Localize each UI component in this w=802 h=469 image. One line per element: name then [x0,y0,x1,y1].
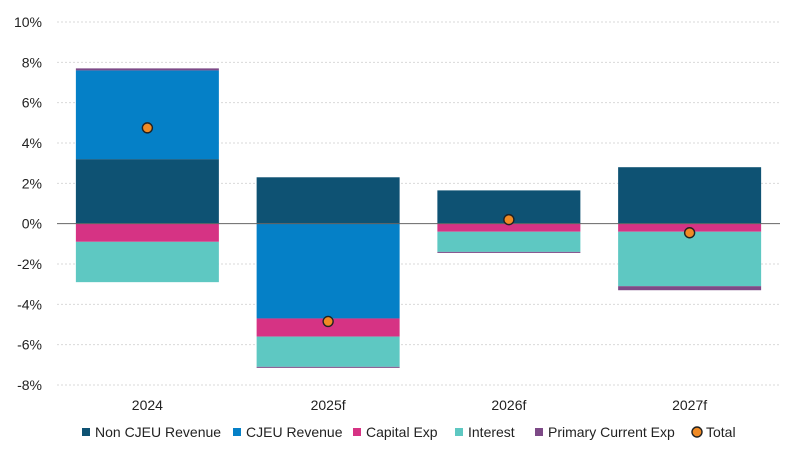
y-tick-label: 6% [22,95,42,111]
bar-segment [256,336,400,367]
total-marker [141,122,154,134]
legend: Non CJEU Revenue CJEU Revenue Capital Exp I… [82,424,736,440]
legend-label: CJEU Revenue [246,424,343,440]
legend-swatch [535,428,543,436]
bar-segment [256,318,400,337]
y-tick-label: 8% [22,54,42,70]
x-tick-label: 2026f [491,397,526,413]
legend-label: Primary Current Exp [548,424,675,440]
bar-segment [256,177,400,224]
legend-label: Interest [468,424,515,440]
x-axis-labels: 2024 2025f 2026f 2027f [132,397,707,413]
x-tick-label: 2024 [132,397,163,413]
legend-label: Total [706,424,736,440]
legend-label: Capital Exp [366,424,438,440]
y-tick-label: -4% [17,296,42,312]
bar-segment [618,167,762,224]
total-marker [322,315,334,328]
y-tick-label: -8% [17,377,42,393]
legend-swatch [82,428,90,436]
bar-segment [618,231,762,287]
y-tick-label: -2% [17,256,42,272]
bar-segment [75,223,219,242]
y-tick-label: 2% [22,175,42,191]
bar-segment [75,241,219,283]
bar-segment [75,70,219,160]
bar-segment [437,251,581,253]
bar-segment [437,223,581,232]
legend-swatch [455,428,463,436]
bar-segment [75,68,219,71]
bar-segment [437,231,581,252]
y-tick-label: 0% [22,216,42,232]
x-tick-label: 2027f [672,397,707,413]
y-tick-label: 4% [22,135,42,151]
legend-swatch [353,428,361,436]
total-marker [503,213,515,226]
bar-segment [256,223,400,319]
total-marker [683,227,696,239]
bar-segment [256,366,400,368]
bar-segment [75,159,219,224]
legend-label: Non CJEU Revenue [95,424,221,440]
bars [75,68,762,368]
y-tick-label: 10% [14,14,42,30]
x-tick-label: 2025f [311,397,346,413]
y-axis-labels: -8% -6% -4% -2% 0% 2% 4% 6% 8% 10% [14,14,42,393]
y-tick-label: -6% [17,337,42,353]
bar-segment [618,286,762,291]
total-markers [141,122,696,328]
legend-swatch [233,428,241,436]
legend-swatch [691,426,703,438]
